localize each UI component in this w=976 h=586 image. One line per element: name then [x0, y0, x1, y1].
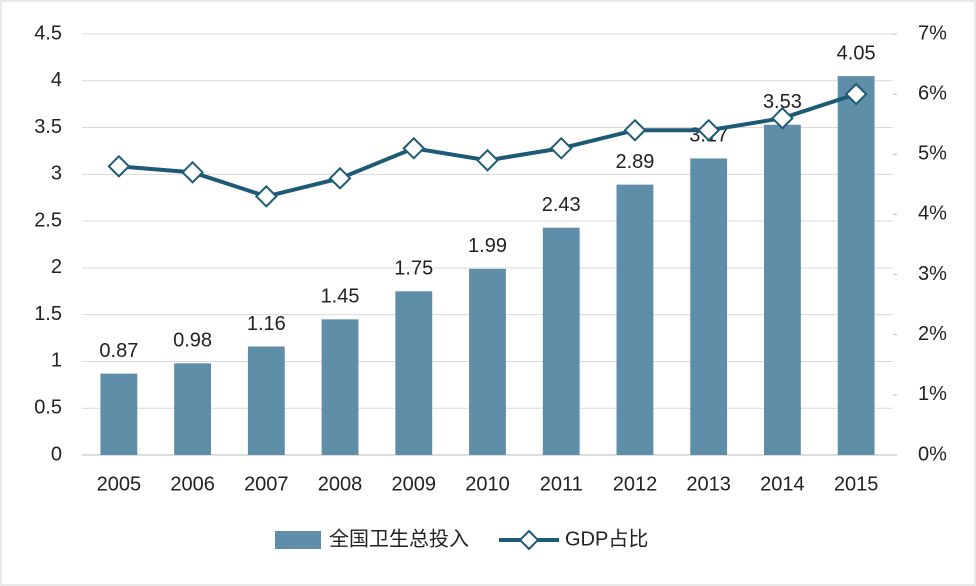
value-label: 1.45 [321, 286, 360, 308]
value-label: 2.89 [615, 151, 654, 173]
value-label: 2.43 [542, 194, 581, 216]
marker [844, 82, 868, 106]
y2-tick-label: 7% [918, 22, 947, 44]
x-tick-label: 2011 [540, 473, 583, 495]
legend-label: 全国卫生总投入 [329, 527, 469, 550]
value-label: 3.53 [763, 91, 802, 113]
marker [476, 148, 499, 172]
marker [254, 184, 278, 208]
y-tick-label: 3.5 [34, 116, 62, 138]
bar [395, 291, 433, 455]
bar [837, 76, 875, 455]
marker [623, 118, 647, 142]
y2-tick-label: 5% [918, 143, 947, 165]
bar [247, 346, 285, 455]
y2-tick-label: 6% [918, 82, 947, 104]
x-tick-label: 2013 [686, 473, 731, 495]
value-label: 4.05 [837, 42, 876, 64]
marker [549, 136, 573, 160]
value-label: 1.75 [394, 258, 433, 280]
marker [181, 160, 205, 184]
value-label: 1.99 [468, 235, 507, 257]
marker [107, 154, 131, 178]
y2-tick-label: 3% [918, 263, 947, 285]
y-tick-label: 0.5 [34, 397, 62, 419]
y2-tick-label: 2% [918, 323, 947, 345]
x-tick-label: 2010 [465, 473, 510, 495]
x-tick-label: 2006 [170, 473, 215, 495]
y-tick-label: 1.5 [34, 303, 62, 325]
legend-marker [518, 529, 540, 551]
y-tick-label: 4.5 [34, 22, 62, 44]
bar [100, 373, 138, 455]
y-tick-label: 1 [51, 350, 62, 372]
y2-tick-label: 1% [918, 383, 947, 405]
y-tick-label: 2.5 [34, 209, 62, 231]
y-tick-label: 0 [51, 443, 62, 465]
y-tick-label: 4 [51, 69, 62, 91]
value-label: 0.98 [173, 330, 212, 352]
bar [690, 158, 728, 455]
marker [770, 106, 794, 130]
x-tick-label: 2009 [392, 473, 437, 495]
y2-tick-label: 4% [918, 203, 947, 225]
legend-label: GDP占比 [565, 527, 648, 550]
y2-tick-label: 0% [918, 443, 947, 465]
value-label: 0.87 [99, 340, 138, 362]
y-tick-label: 3 [51, 163, 62, 185]
x-tick-label: 2008 [318, 473, 363, 495]
x-tick-label: 2007 [244, 473, 289, 495]
marker [328, 166, 352, 190]
bar [469, 268, 506, 455]
bar [174, 363, 212, 455]
x-tick-label: 2005 [97, 473, 142, 495]
value-label: 1.16 [247, 313, 286, 335]
x-tick-label: 2014 [760, 473, 805, 495]
marker [697, 118, 721, 142]
y-tick-label: 2 [51, 256, 62, 278]
bar [542, 227, 580, 455]
bar [321, 319, 359, 455]
bar [616, 184, 654, 455]
bar [763, 124, 801, 455]
x-tick-label: 2012 [613, 473, 658, 495]
legend-swatch [275, 531, 321, 549]
x-tick-label: 2015 [834, 473, 879, 495]
marker [402, 136, 426, 160]
